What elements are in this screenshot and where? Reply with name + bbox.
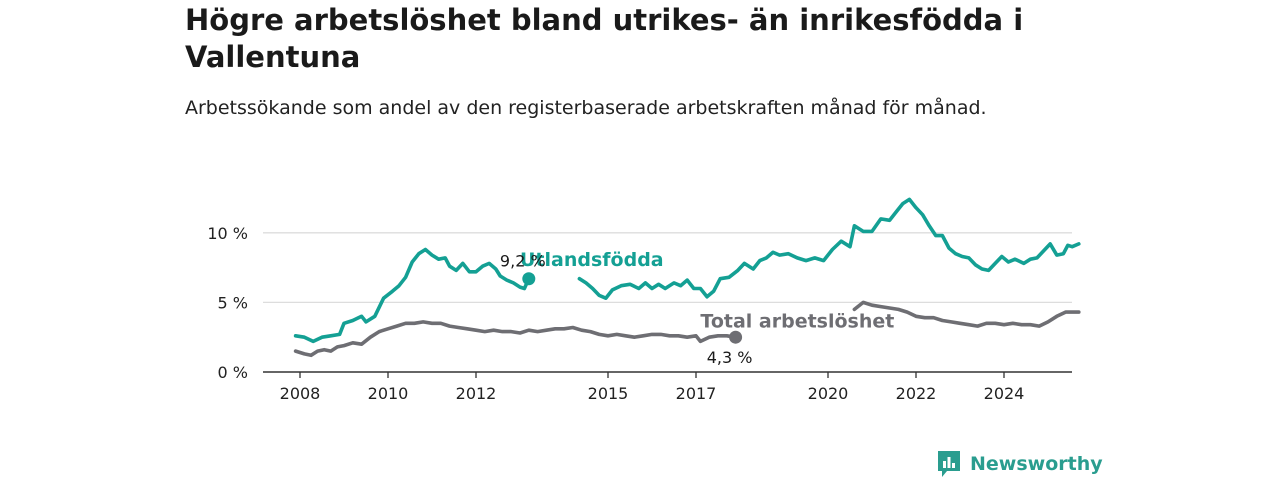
x-tick-label: 2008 (280, 384, 321, 403)
annotation-halo: Utlandsfödda (520, 249, 664, 271)
series-line-3 (852, 300, 1081, 328)
gridlines (263, 232, 1072, 304)
newsworthy-chart-icon (938, 451, 960, 477)
series-annotation-label: Utlandsfödda (520, 249, 664, 271)
series-line-0 (293, 247, 531, 344)
x-tick-label: 2015 (588, 384, 629, 403)
x-tick-label: 2020 (808, 384, 849, 403)
annotation-halo: Total arbetslöshet (700, 310, 894, 332)
x-tick-label: 2024 (984, 384, 1025, 403)
series-end-point (522, 272, 536, 286)
series-end-value-label: 4,3 % (707, 348, 753, 367)
series-annotation-label: Total arbetslöshet (700, 310, 894, 332)
brand-name: Newsworthy (970, 453, 1103, 475)
series-lines (293, 197, 1081, 358)
chart-subtitle: Arbetssökande som andel av den registerb… (185, 97, 987, 119)
y-tick-label: 5 % (218, 293, 248, 312)
series-end-point (729, 330, 743, 344)
x-tick-label: 2017 (676, 384, 717, 403)
series-line-2 (293, 320, 738, 358)
chart-title: Högre arbetslöshet bland utrikes- än inr… (185, 3, 1024, 74)
y-tick-label: 0 % (218, 363, 248, 382)
x-tick-label: 2022 (896, 384, 937, 403)
series-line-1 (577, 197, 1081, 300)
series-end-value-label: 9,2 % (500, 252, 546, 271)
y-tick-label: 10 % (207, 224, 248, 243)
x-axis: 2008 2010 2012 2015 2017 2020 2022 2024 (263, 371, 1072, 403)
x-tick-label: 2010 (368, 384, 409, 403)
y-axis-labels: 0 % 5 % 10 % (207, 224, 248, 382)
x-tick-label: 2012 (456, 384, 497, 403)
newsworthy-logo: Newsworthy (936, 448, 1103, 480)
